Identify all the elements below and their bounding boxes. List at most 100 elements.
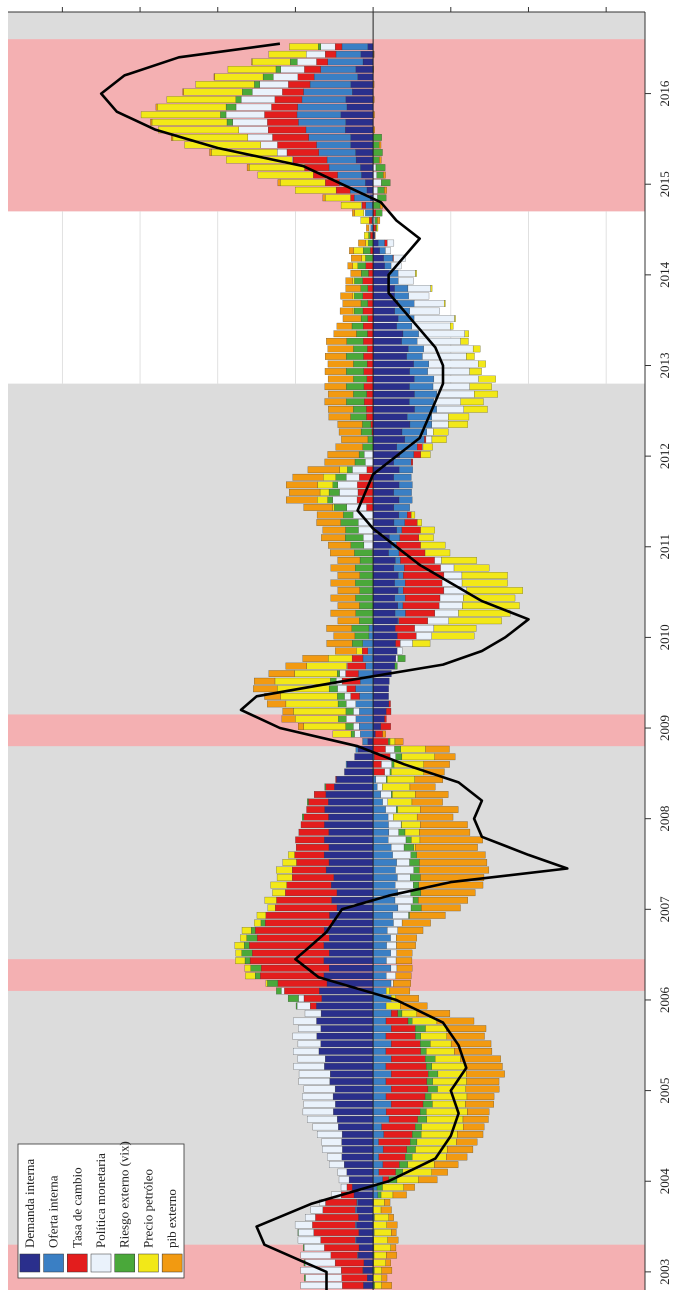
x-tick-label-11: 2014	[657, 261, 672, 288]
bar-seg-72-0	[367, 738, 374, 745]
bar-seg-98-5	[420, 541, 446, 549]
bar-seg-83-3	[395, 655, 399, 662]
bar-seg-76-6	[282, 708, 294, 715]
bar-seg-47-3	[387, 927, 398, 934]
bar-seg-126-4	[356, 330, 368, 338]
bar-seg-123-5	[466, 353, 475, 360]
bar-seg-83-4	[397, 655, 406, 662]
bar-seg-109-2	[411, 458, 413, 466]
bar-seg-85-6	[326, 640, 353, 647]
bar-seg-89-5	[458, 609, 511, 617]
bar-seg-62-4	[302, 813, 304, 821]
bar-seg-57-5	[288, 851, 295, 859]
bar-seg-60-0	[328, 828, 374, 836]
bar-seg-141-2	[369, 217, 373, 224]
bar-seg-4-3	[300, 1251, 331, 1259]
x-axis-ticks: 2003 2004 2005 2006 2007 2008 2009 2010 2011 2012…	[645, 80, 672, 1285]
bar-seg-112-6	[341, 436, 369, 443]
bar-seg-17-5	[412, 1153, 447, 1161]
bar-seg-6-3	[297, 1236, 321, 1244]
bar-seg-17-4	[405, 1153, 413, 1161]
bar-seg-79-6	[253, 685, 278, 693]
bar-seg-13-6	[403, 1183, 415, 1191]
bar-seg-81-4	[337, 670, 340, 677]
bar-seg-130-2	[367, 300, 374, 307]
bar-seg-14-6	[418, 1176, 438, 1184]
bar-seg-149-4	[372, 156, 380, 164]
bar-seg-134-6	[350, 270, 362, 277]
bar-seg-157-1	[301, 96, 346, 103]
bar-seg-89-4	[355, 609, 374, 617]
bar-seg-137-4	[363, 247, 371, 255]
bar-seg-75-4	[338, 715, 347, 723]
bar-seg-90-0	[372, 602, 398, 610]
bar-seg-107-3	[346, 473, 360, 481]
bar-seg-44-4	[241, 949, 253, 957]
bar-seg-136-1	[383, 254, 394, 262]
bar-seg-106-3	[337, 481, 358, 489]
bar-seg-157-4	[235, 96, 242, 103]
bar-seg-63-0	[324, 806, 374, 813]
bar-seg-119-2	[363, 383, 374, 390]
bar-seg-86-3	[416, 632, 432, 640]
bar-seg-123-4	[346, 353, 364, 360]
bar-seg-82-1	[365, 662, 374, 670]
bar-seg-106-1	[398, 481, 413, 489]
bar-seg-29-0	[324, 1063, 374, 1070]
bar-seg-164-3	[320, 43, 336, 51]
bar-seg-30-6	[460, 1055, 501, 1063]
bar-seg-71-3	[385, 745, 395, 753]
bar-seg-66-4	[324, 783, 326, 791]
bar-seg-80-0	[372, 677, 390, 685]
bar-seg-45-4	[244, 942, 250, 949]
bar-seg-127-4	[351, 322, 364, 330]
x-tick-label-12: 2015	[657, 171, 672, 197]
bar-seg-73-6	[382, 730, 386, 738]
bar-seg-122-4	[353, 360, 368, 368]
bar-seg-77-5	[285, 700, 339, 708]
bar-seg-90-3	[439, 602, 463, 610]
bar-seg-114-1	[409, 421, 433, 428]
bar-seg-10-0	[356, 1206, 374, 1214]
bar-seg-140-4	[375, 224, 377, 232]
bar-seg-87-3	[414, 625, 435, 632]
y-axis-ticks	[61, 7, 607, 12]
bar-seg-13-5	[382, 1183, 404, 1191]
bar-seg-27-1	[372, 1078, 387, 1085]
bar-seg-76-0	[372, 708, 387, 715]
bar-seg-125-2	[363, 337, 374, 345]
bar-seg-108-1	[398, 466, 413, 474]
bar-seg-111-4	[362, 443, 374, 451]
bar-seg-117-3	[433, 398, 461, 406]
bar-seg-29-4	[426, 1063, 432, 1070]
bar-seg-68-0	[344, 768, 374, 776]
bar-seg-48-1	[372, 919, 394, 927]
bar-seg-140-6	[366, 224, 370, 232]
bar-seg-161-3	[280, 66, 305, 73]
bar-seg-86-2	[397, 632, 417, 640]
bar-seg-51-5	[264, 896, 277, 904]
bar-seg-89-1	[394, 609, 406, 617]
bar-seg-162-6	[251, 58, 253, 66]
bar-seg-32-3	[297, 1040, 321, 1048]
bar-seg-164-5	[289, 43, 319, 51]
bar-seg-78-4	[337, 692, 345, 700]
bar-seg-134-4	[361, 270, 369, 277]
bar-seg-122-1	[413, 360, 429, 368]
bar-seg-100-6	[322, 526, 346, 534]
bar-seg-55-4	[413, 866, 420, 874]
bar-seg-74-6	[298, 723, 304, 730]
bar-seg-30-2	[391, 1055, 426, 1063]
bar-seg-73-4	[350, 730, 355, 738]
bar-seg-151-2	[277, 141, 317, 149]
bar-seg-161-4	[275, 66, 281, 73]
bar-seg-162-2	[316, 58, 328, 66]
bar-seg-42-0	[329, 964, 374, 972]
bar-seg-58-3	[391, 844, 405, 851]
bar-seg-48-4	[260, 919, 266, 927]
bar-seg-44-1	[372, 949, 391, 957]
bar-seg-111-6	[335, 443, 363, 451]
bar-seg-147-5	[257, 171, 314, 179]
bar-seg-27-5	[432, 1078, 467, 1085]
bar-seg-21-5	[421, 1123, 464, 1131]
